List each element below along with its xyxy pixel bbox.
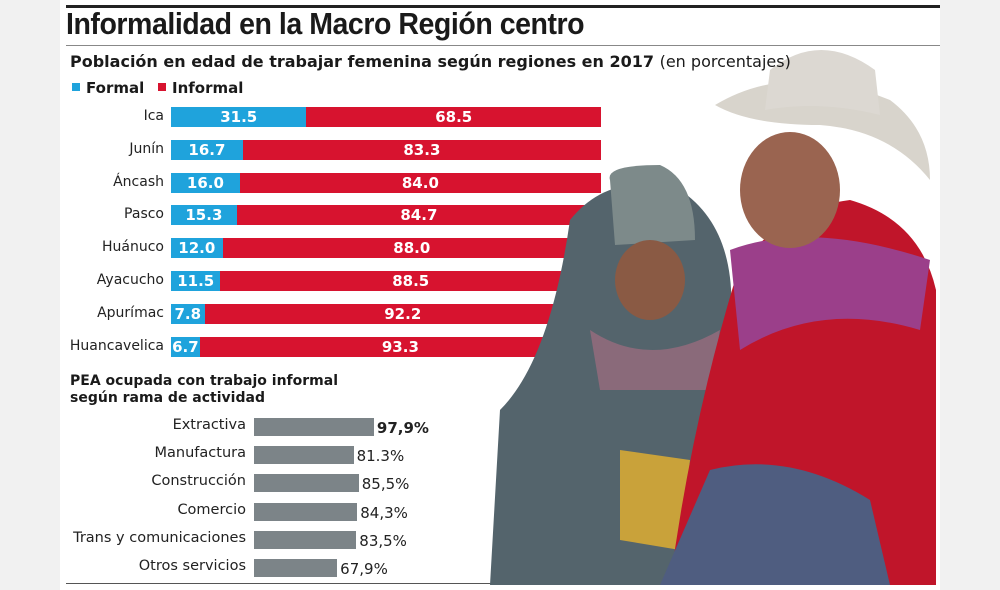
subtitle-unit: (en porcentajes) [659, 52, 791, 71]
activity-label: Trans y comunicaciones [73, 529, 246, 546]
activity-bar [254, 530, 357, 549]
subtitle-text: Población en edad de trabajar femenina s… [70, 52, 655, 71]
informal-bar: 88.0 [222, 238, 601, 259]
top-rule [66, 5, 940, 8]
title-rule [66, 45, 940, 46]
bottom-rule [66, 583, 496, 584]
activity-chart-title: PEA ocupada con trabajo informal según ra… [70, 373, 338, 407]
activity-bar [254, 474, 359, 493]
region-label: Junín [129, 140, 164, 157]
formal-bar: 7.8 [171, 303, 205, 324]
formal-bar: 15.3 [171, 205, 237, 226]
legend-label: Formal [86, 79, 145, 97]
region-label: Pasco [124, 206, 164, 223]
activity-label: Comercio [177, 501, 246, 518]
formal-bar: 16.0 [171, 172, 240, 193]
title: Informalidad en la Macro Región centro [66, 6, 585, 41]
activity-value: 67,9% [340, 560, 388, 578]
legend-swatch [158, 83, 166, 91]
informal-bar: 83.3 [242, 139, 601, 160]
activity-title-line2: según rama de actividad [70, 390, 265, 406]
activity-label: Otros servicios [138, 558, 246, 574]
region-label: Áncash [113, 173, 164, 190]
activity-value: 85,5% [361, 475, 410, 494]
legend-swatch [72, 83, 80, 91]
informal-bar: 84.0 [239, 172, 601, 193]
informal-bar: 84.7 [236, 205, 601, 226]
activity-value: 83,5% [359, 531, 407, 550]
subtitle: Población en edad de trabajar femenina s… [70, 52, 791, 71]
region-label: Huánuco [102, 239, 164, 256]
activity-value: 84,3% [360, 503, 408, 522]
formal-bar: 16.7 [171, 139, 243, 160]
activity-bar [254, 446, 354, 465]
formal-bar: 11.5 [171, 271, 221, 291]
activity-title-line1: PEA ocupada con trabajo informal [70, 373, 339, 389]
informal-bar: 68.5 [306, 107, 601, 127]
activity-bar [254, 502, 358, 521]
region-label: Huancavelica [69, 337, 164, 354]
photo-women [490, 50, 936, 585]
activity-bar [254, 559, 338, 577]
activity-value: 97,9% [376, 419, 429, 437]
informal-bar: 92.2 [204, 303, 601, 324]
informal-bar: 88.5 [220, 271, 601, 291]
activity-bar [254, 418, 374, 436]
legend-formal: Formal [72, 79, 144, 97]
region-label: Ayacucho [96, 272, 164, 288]
formal-bar: 12.0 [171, 238, 223, 259]
activity-value: 81.3% [356, 447, 405, 466]
region-label: Ica [143, 108, 164, 124]
legend-label: Informal [172, 79, 244, 97]
activity-label: Construcción [151, 473, 246, 490]
legend-informal: Informal [158, 79, 243, 97]
region-label: Apurímac [97, 304, 164, 321]
formal-bar: 6.7 [171, 336, 200, 357]
activity-label: Manufactura [154, 445, 246, 462]
informal-bar: 93.3 [199, 336, 601, 357]
formal-bar: 31.5 [171, 107, 307, 127]
activity-label: Extractiva [172, 417, 246, 433]
